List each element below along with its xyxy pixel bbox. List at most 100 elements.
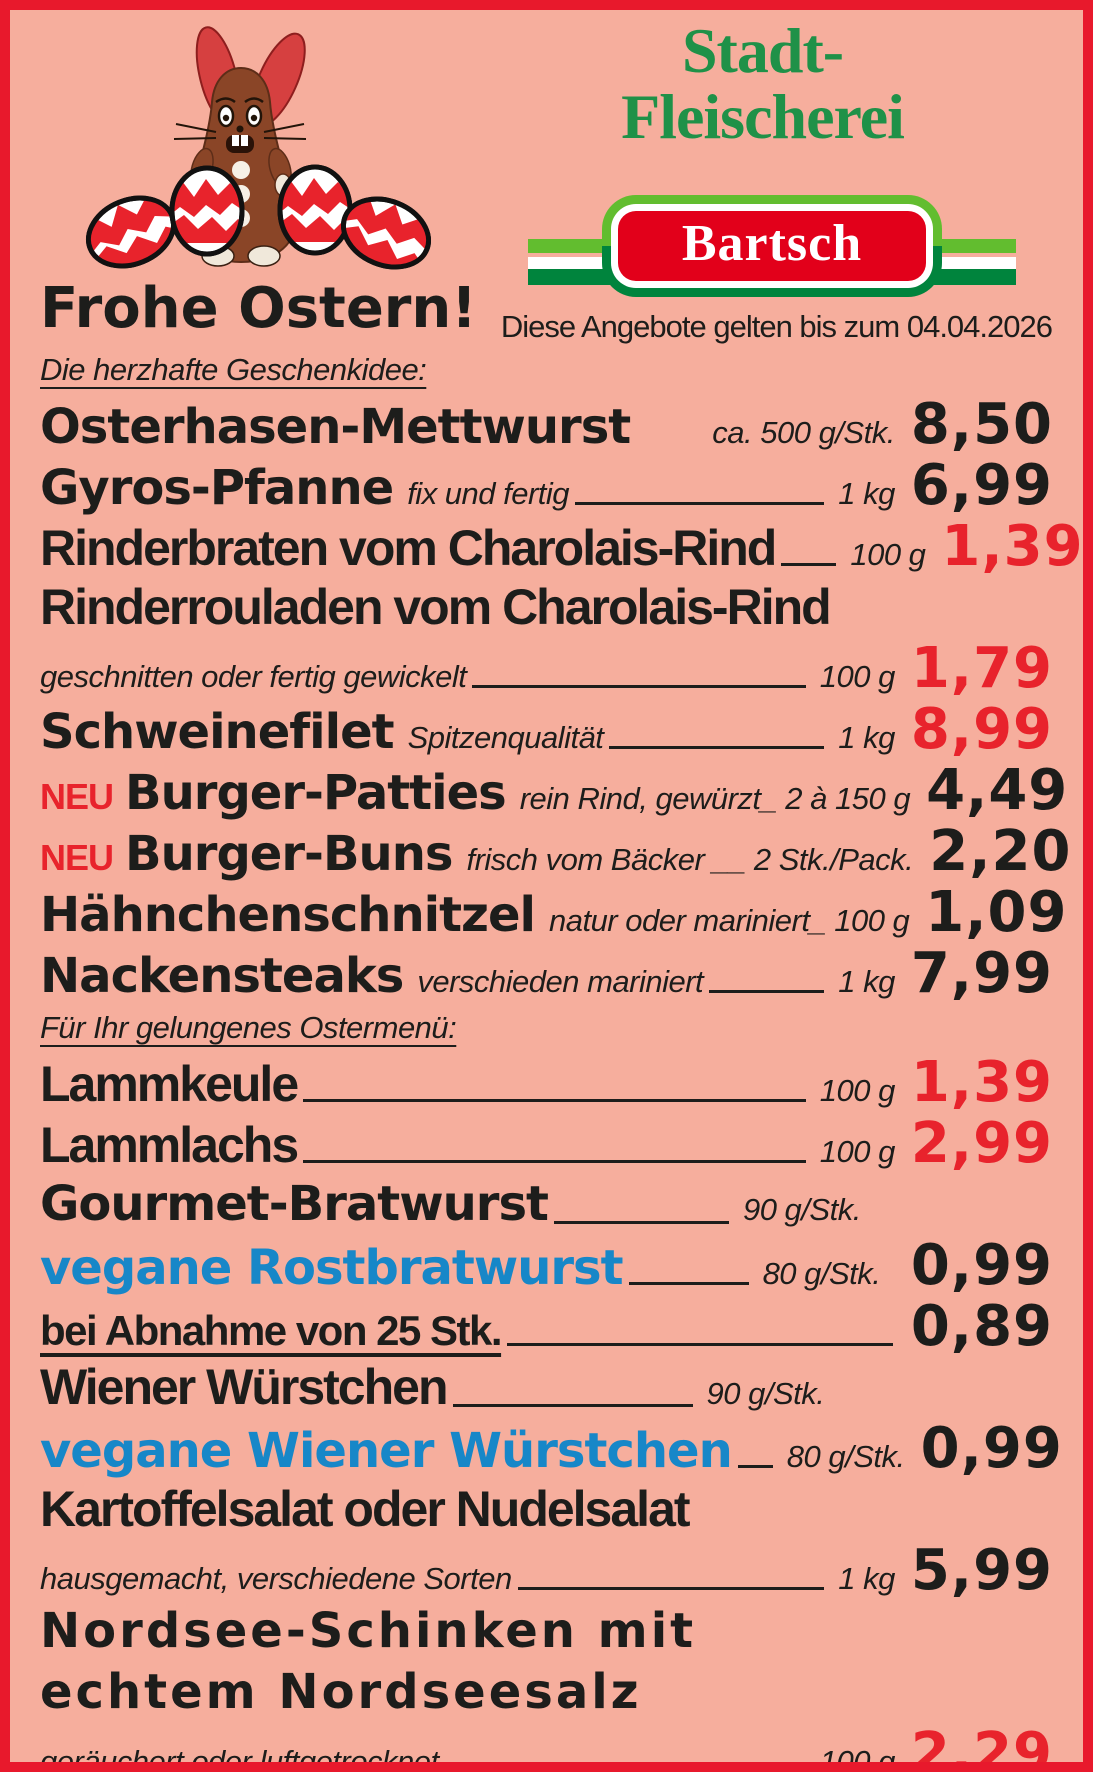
unit-label: 1 kg [838,720,895,755]
product-row: Lammkeule 100 g 1,39 [40,1052,1053,1113]
product-row: Osterhasen-Mettwurst ca. 500 g/Stk. 8,50 [40,394,1053,455]
product-name: Lammlachs [40,1117,299,1173]
unit-label: 90 g/Stk. [706,1376,825,1411]
painted-egg-icon [82,195,184,270]
unit-label: 100 g [819,659,896,694]
price: 1,39 [941,514,1084,579]
price: 7,99 [910,941,1053,1006]
leader-line [452,1404,693,1407]
leader-line [472,685,806,688]
product-name: Hähnchenschnitzel [40,887,536,943]
unit-label: 2 Stk./Pack. [753,842,914,877]
price: 0,99 [920,1416,1063,1481]
product-row: echtem Nordseesalz [40,1662,1053,1723]
product-name: bei Abnahme von 25 Stk. [40,1307,503,1354]
logo-capsule-red: Bartsch [618,211,926,281]
product-name: Kartoffelsalat oder Nudelsalat [40,1481,691,1537]
product-row: Lammlachs 100 g 2,99 [40,1113,1053,1174]
product-description: Spitzenqualität [407,720,604,755]
store-name-line2: Fleischerei [621,81,905,152]
price: 1,79 [910,636,1053,701]
product-name: Nackensteaks [40,948,404,1004]
price: 6,99 [910,453,1053,518]
leader-line [303,1099,806,1102]
leader-line [507,1343,893,1346]
price: 1,09 [925,880,1068,945]
new-badge: NEU [40,776,114,817]
product-description: geschnitten oder fertig gewickelt [40,659,467,694]
store-name: Stadt- Fleischerei [440,15,1083,152]
store-name-line1: Stadt- [681,15,844,86]
product-row: Gourmet-Bratwurst 90 g/Stk. [40,1174,1053,1235]
product-name: Lammkeule [40,1056,299,1112]
product-row: Rinderrouladen vom Charolais-Rind [40,577,1053,638]
product-name: Rinderbraten vom Charolais-Rind [40,520,777,576]
product-row: vegane Rostbratwurst 80 g/Stk. 0,99 [40,1235,1053,1296]
price: 1,39 [910,1050,1053,1115]
product-name: Osterhasen-Mettwurst [40,399,631,455]
logo-capsule: Bartsch [602,195,942,297]
product-name: Wiener Würstchen [40,1359,449,1415]
product-name: vegane Wiener Würstchen [40,1423,733,1479]
price: 0,99 [910,1233,1053,1298]
unit-label: 1 kg [838,476,895,511]
product-description: rein Rind, gewürzt_ [519,781,778,816]
painted-egg-icon [333,195,434,270]
product-name: Burger-Buns [125,826,453,882]
unit-label: 80 g/Stk. [762,1256,881,1291]
brand-logo: Bartsch [528,195,1016,297]
validity-note: Diese Angebote gelten bis zum 04.04.2026 [500,309,1053,344]
painted-egg-icon [169,165,245,257]
price-list: Die herzhafte Geschenkidee: Osterhasen-M… [40,346,1083,1772]
unit-label: 100 g [819,1744,896,1772]
leader-line [737,1465,773,1468]
price: 8,50 [910,392,1053,457]
product-row: Rinderbraten vom Charolais-Rind 100 g 1,… [40,516,1083,577]
product-detail-row: hausgemacht, verschiedene Sorten 1 kg 5,… [40,1540,1053,1601]
price: 8,99 [910,697,1053,762]
product-name: Burger-Patties [125,765,507,821]
price: 2,29 [910,1721,1053,1772]
easter-bunny-with-eggs-illustration [82,26,434,270]
product-row: Wiener Würstchen 90 g/Stk. [40,1357,1053,1418]
product-row: bei Abnahme von 25 Stk. 0,89 [40,1296,1053,1357]
unit-label: 2 à 150 g [785,781,911,816]
product-row: vegane Wiener Würstchen 80 g/Stk. 0,99 [40,1418,1062,1479]
product-detail-row: geschnitten oder fertig gewickelt 100 g … [40,638,1053,699]
product-name: Gourmet-Bratwurst [40,1176,549,1232]
logo-capsule-white-ring: Bartsch [611,204,933,288]
leader-line [709,990,825,993]
product-description: fix und fertig [407,476,570,511]
unit-label: 90 g/Stk. [742,1192,861,1227]
product-detail-row: geräuchert oder luftgetrocknet 100 g 2,2… [40,1721,1053,1772]
price: 4,49 [926,758,1069,823]
product-row: NEU Burger-Buns frisch vom Bäcker __ 2 S… [40,821,1070,882]
product-row: Nordsee-Schinken mit [40,1601,1053,1662]
product-row: Schweinefilet Spitzenqualität 1 kg 8,99 [40,699,1053,760]
leader-line [517,1587,825,1590]
section-heading: Für Ihr gelungenes Ostermenü: [40,1010,457,1045]
leader-line [628,1282,749,1285]
product-row: Kartoffelsalat oder Nudelsalat [40,1479,1053,1540]
section-row: Für Ihr gelungenes Ostermenü: [40,1004,1053,1052]
new-badge: NEU [40,837,114,878]
product-description: natur oder mariniert_ [548,903,827,938]
section-heading: Die herzhafte Geschenkidee: [40,352,427,387]
product-name: Nordsee-Schinken mit [40,1603,697,1659]
product-row: Gyros-Pfanne fix und fertig 1 kg 6,99 [40,455,1053,516]
product-description: verschieden mariniert [417,964,704,999]
product-name: Gyros-Pfanne [40,460,394,516]
unit-label: 1 kg [838,1561,895,1596]
leader-line [781,563,837,566]
product-name: echtem Nordseesalz [40,1664,642,1720]
unit-label: 100 g [850,537,926,572]
unit-label: 100 g [819,1134,896,1169]
leader-line [609,746,825,749]
product-row: Nackensteaks verschieden mariniert 1 kg … [40,943,1053,1004]
price: 0,89 [910,1294,1053,1359]
price: 2,20 [929,819,1072,884]
price: 5,99 [910,1538,1053,1603]
product-description: hausgemacht, verschiedene Sorten [40,1561,512,1596]
product-row: NEU Burger-Patties rein Rind, gewürzt_ 2… [40,760,1067,821]
